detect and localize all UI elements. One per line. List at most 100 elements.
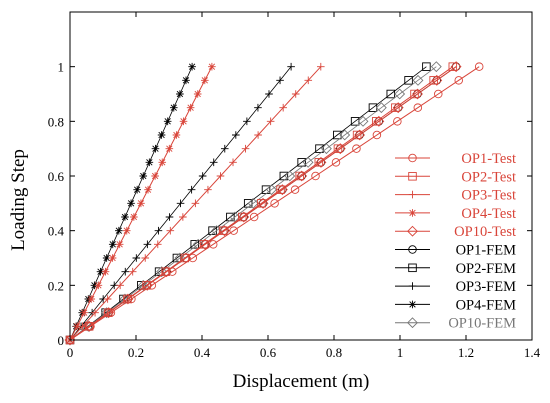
data-point-op1-test-16 xyxy=(393,117,402,126)
data-point-op3-test-10 xyxy=(191,199,200,208)
data-point-op4-fem-12 xyxy=(139,172,148,180)
data-point-op3-test-5 xyxy=(128,267,137,276)
data-point-op2-test-2 xyxy=(104,308,113,317)
data-point-op4-test-1 xyxy=(73,322,81,331)
data-point-op4-test-7 xyxy=(115,240,124,249)
legend-entry-op10-test: OP10-Test xyxy=(395,224,516,240)
data-point-op2-fem-20 xyxy=(422,62,431,71)
data-point-op2-fem-12 xyxy=(279,171,289,181)
legend-entry-op3-test: OP3-Test xyxy=(395,188,516,204)
data-point-op10-test-11 xyxy=(276,184,288,196)
legend-marker xyxy=(408,245,417,254)
data-point-op3-test-15 xyxy=(254,131,262,139)
data-point-op3-fem-19 xyxy=(276,76,284,85)
data-point-op1-test-19 xyxy=(454,76,463,85)
data-point-op4-test-3 xyxy=(87,295,96,303)
data-point-op10-test-14 xyxy=(334,143,346,155)
data-point-op1-test-12 xyxy=(311,171,320,181)
data-point-op4-fem-5 xyxy=(96,267,105,276)
data-point-op2-fem-15 xyxy=(333,130,342,140)
data-point-op3-test-14 xyxy=(241,144,250,153)
data-point-op2-test-11 xyxy=(276,185,285,194)
y-tick-label: 0.8 xyxy=(48,114,64,129)
data-point-op4-test-2 xyxy=(80,308,88,317)
data-point-op2-test-20 xyxy=(448,62,458,71)
y-tick-label: 0.6 xyxy=(48,169,65,184)
y-tick-label: 0 xyxy=(58,333,65,348)
data-point-op10-test-7 xyxy=(199,238,211,250)
data-point-op3-test-6 xyxy=(141,254,150,262)
data-point-op10-test-4 xyxy=(141,279,153,291)
legend-entry-op10-fem: OP10-FEM xyxy=(395,316,516,332)
data-point-op1-test-11 xyxy=(290,185,300,194)
data-point-op1-test-20 xyxy=(474,62,484,71)
data-point-op4-test-12 xyxy=(151,172,159,180)
data-point-op10-test-13 xyxy=(315,156,327,168)
data-point-op4-test-20 xyxy=(208,62,216,71)
data-point-op10-test-10 xyxy=(257,197,269,209)
data-point-op3-fem-14 xyxy=(220,144,229,153)
data-point-op3-fem-16 xyxy=(243,117,251,126)
data-point-op4-fem-14 xyxy=(151,144,160,153)
x-tick-label: 0 xyxy=(67,345,74,360)
data-point-op10-fem-14 xyxy=(320,143,332,155)
legend-marker xyxy=(408,282,417,290)
data-point-op4-test-14 xyxy=(165,144,174,153)
x-tick-label: 1.4 xyxy=(524,345,541,360)
data-point-op10-test-12 xyxy=(296,170,308,182)
data-point-op4-test-18 xyxy=(193,90,202,98)
data-point-op4-test-11 xyxy=(144,185,152,194)
legend-label: OP10-Test xyxy=(454,224,516,240)
data-point-op4-test-8 xyxy=(122,226,131,235)
data-point-op1-test-13 xyxy=(331,158,341,167)
data-point-op3-fem-10 xyxy=(176,199,185,208)
y-axis-title: Loading Step xyxy=(8,149,29,251)
data-point-op3-test-12 xyxy=(216,172,225,180)
data-point-op4-fem-19 xyxy=(182,76,190,85)
data-point-op4-test-6 xyxy=(108,254,117,262)
series-line-op10-fem xyxy=(69,66,437,341)
legend-marker xyxy=(408,300,417,309)
data-point-op10-test-9 xyxy=(238,211,250,223)
data-point-op2-fem-16 xyxy=(350,117,360,126)
data-point-op3-test-20 xyxy=(317,62,325,71)
series-op3-test xyxy=(66,62,325,344)
series-line-op1-test xyxy=(69,66,480,341)
data-point-op2-fem-14 xyxy=(315,144,324,153)
legend-label: OP1-Test xyxy=(461,151,516,167)
series-op4-test xyxy=(66,62,216,344)
data-point-op3-test-19 xyxy=(304,76,313,85)
data-point-op2-test-16 xyxy=(371,117,381,126)
data-point-op10-test-15 xyxy=(354,129,366,141)
data-point-op10-test-6 xyxy=(180,252,192,264)
data-point-op10-fem-11 xyxy=(266,184,277,196)
data-point-op10-test-19 xyxy=(431,74,443,86)
data-point-op4-fem-13 xyxy=(145,158,154,167)
data-point-op4-test-15 xyxy=(172,131,181,139)
data-point-op4-fem-4 xyxy=(90,281,99,290)
legend-entry-op4-test: OP4-Test xyxy=(395,206,516,222)
data-point-op3-fem-8 xyxy=(154,226,163,235)
data-point-op3-test-16 xyxy=(266,117,275,126)
data-point-op1-test-8 xyxy=(229,226,238,235)
data-point-op10-test-0 xyxy=(64,334,76,346)
data-point-op3-test-9 xyxy=(179,213,187,221)
data-point-op3-test-7 xyxy=(153,240,162,249)
legend-marker xyxy=(407,317,418,329)
data-point-op4-test-16 xyxy=(179,117,188,126)
legend: OP1-Test OP2-Test OP3-Test OP4-Test OP10-Tes… xyxy=(395,151,516,332)
legend-marker xyxy=(408,153,417,163)
data-point-op3-fem-5 xyxy=(121,267,130,276)
data-point-op10-test-16 xyxy=(373,115,385,127)
legend-entry-op1-fem: OP1-FEM xyxy=(395,243,516,259)
x-tick-label: 0.2 xyxy=(128,345,144,360)
legend-entry-op3-fem: OP3-FEM xyxy=(395,279,516,295)
data-point-op3-test-8 xyxy=(166,226,175,235)
data-point-op1-test-17 xyxy=(413,103,423,112)
data-point-op1-test-10 xyxy=(270,199,279,208)
data-point-op2-test-12 xyxy=(295,171,304,181)
legend-marker xyxy=(407,225,418,237)
data-point-op4-fem-10 xyxy=(127,199,135,208)
data-point-op10-test-20 xyxy=(450,61,462,73)
